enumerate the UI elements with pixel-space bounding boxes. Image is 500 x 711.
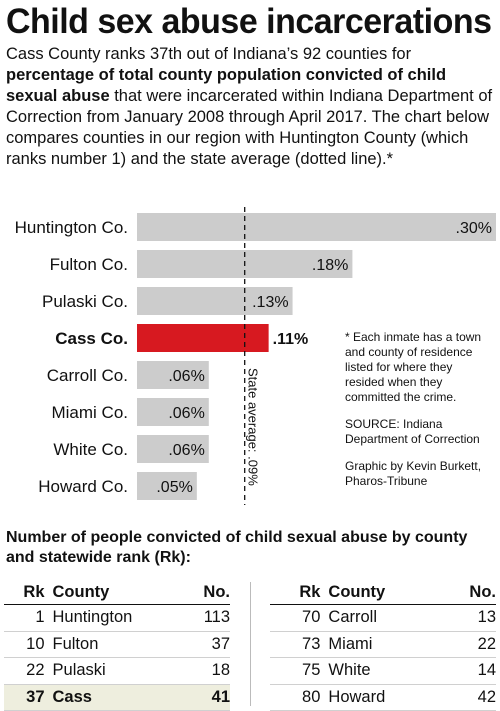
bar xyxy=(137,324,269,352)
county-cell: White xyxy=(328,657,443,685)
footnote-note: * Each inmate has a town and county of r… xyxy=(345,330,482,404)
category-label: White Co. xyxy=(53,440,128,459)
table-row: 10 Fulton 37 xyxy=(4,631,230,658)
county-cell: Fulton xyxy=(52,631,186,658)
county-cell: Huntington xyxy=(52,604,186,632)
rank-cell: 37 xyxy=(4,684,53,711)
bar xyxy=(137,398,209,426)
category-label: Fulton Co. xyxy=(50,255,128,274)
count-cell: 14 xyxy=(442,657,496,685)
table-row: 70 Carroll 13 xyxy=(270,604,496,632)
header-rk: Rk xyxy=(270,580,329,605)
intro-text: Cass County ranks 37th out of Indiana’s … xyxy=(6,45,412,63)
count-cell: 41 xyxy=(185,684,230,711)
rank-cell: 80 xyxy=(270,684,329,711)
table-row: 75 White 14 xyxy=(270,657,496,685)
county-cell: Cass xyxy=(52,684,186,711)
value-label: .30% xyxy=(456,220,492,237)
county-cell: Miami xyxy=(328,631,443,658)
bar-chart: Huntington Co. .30% Fulton Co. .18% Pulaski … xyxy=(15,207,496,505)
rank-cell: 73 xyxy=(270,631,329,658)
table-row: 22 Pulaski 18 xyxy=(4,657,230,685)
table-title: Number of people convicted of child sexu… xyxy=(6,529,468,566)
rank-table-right: Rk County No. 70 Carroll 13 73 Miami 22 75 Whit… xyxy=(270,580,496,711)
bar xyxy=(137,287,293,315)
value-label: .11% xyxy=(273,331,309,348)
bar xyxy=(137,213,496,241)
table-divider xyxy=(250,582,251,706)
count-cell: 18 xyxy=(185,657,230,685)
rank-cell: 10 xyxy=(4,631,53,658)
value-label: .05% xyxy=(156,479,192,496)
category-label: Carroll Co. xyxy=(47,366,128,385)
rank-cell: 22 xyxy=(4,657,53,685)
rank-table-left-body: 1 Huntington 113 10 Fulton 37 22 Pulaski 18 37 Cas… xyxy=(4,604,230,711)
count-cell: 13 xyxy=(442,604,496,632)
header-no: No. xyxy=(442,580,496,605)
header-no: No. xyxy=(185,580,230,605)
category-label: Cass Co. xyxy=(55,329,128,348)
rank-cell: 70 xyxy=(270,604,329,632)
category-label: Huntington Co. xyxy=(15,218,128,237)
count-cell: 22 xyxy=(442,631,496,658)
category-label: Miami Co. xyxy=(51,403,128,422)
category-label: Howard Co. xyxy=(38,477,128,496)
value-label: .06% xyxy=(168,405,204,422)
intro-text-continued: that were incarcerated within Indiana De… xyxy=(6,87,493,168)
state-average-label: State average: .09% xyxy=(246,368,261,486)
value-label: .13% xyxy=(252,294,288,311)
county-cell: Howard xyxy=(328,684,443,711)
rank-cell: 75 xyxy=(270,657,329,685)
count-cell: 113 xyxy=(185,604,230,632)
county-cell: Pulaski xyxy=(52,657,186,685)
value-label: .18% xyxy=(312,257,348,274)
table-row: 73 Miami 22 xyxy=(270,631,496,658)
table-header-row: Rk County No. xyxy=(270,580,496,605)
category-label: Pulaski Co. xyxy=(42,292,128,311)
table-row: 80 Howard 42 xyxy=(270,684,496,711)
footnote-source: SOURCE: Indiana Department of Correction xyxy=(345,417,480,446)
rank-table-right-body: 70 Carroll 13 73 Miami 22 75 White 14 80 Howard 42 xyxy=(270,604,496,711)
rank-table-left: Rk County No. 1 Huntington 113 10 Fulton 37 22… xyxy=(4,580,230,711)
count-cell: 37 xyxy=(185,631,230,658)
header-county: County xyxy=(52,580,186,605)
count-cell: 42 xyxy=(442,684,496,711)
bar xyxy=(137,435,209,463)
table-row: 37 Cass 41 xyxy=(4,684,230,711)
intro-paragraph: Cass County ranks 37th out of Indiana’s … xyxy=(6,44,494,170)
value-label: .06% xyxy=(168,442,204,459)
rank-cell: 1 xyxy=(4,604,53,632)
table-header-row: Rk County No. xyxy=(4,580,230,605)
value-label: .06% xyxy=(168,368,204,385)
header-rk: Rk xyxy=(4,580,53,605)
table-row: 1 Huntington 113 xyxy=(4,604,230,632)
intro-bold-text: percentage of total county population co… xyxy=(6,66,447,105)
footnote: * Each inmate has a town and county of r… xyxy=(345,330,495,501)
bar xyxy=(137,472,197,500)
footnote-credit: Graphic by Kevin Burkett, Pharos-Tribune xyxy=(345,459,482,488)
county-cell: Carroll xyxy=(328,604,443,632)
header-county: County xyxy=(328,580,443,605)
page-title: Child sex abuse incarcerations xyxy=(6,2,492,41)
bar xyxy=(137,361,209,389)
